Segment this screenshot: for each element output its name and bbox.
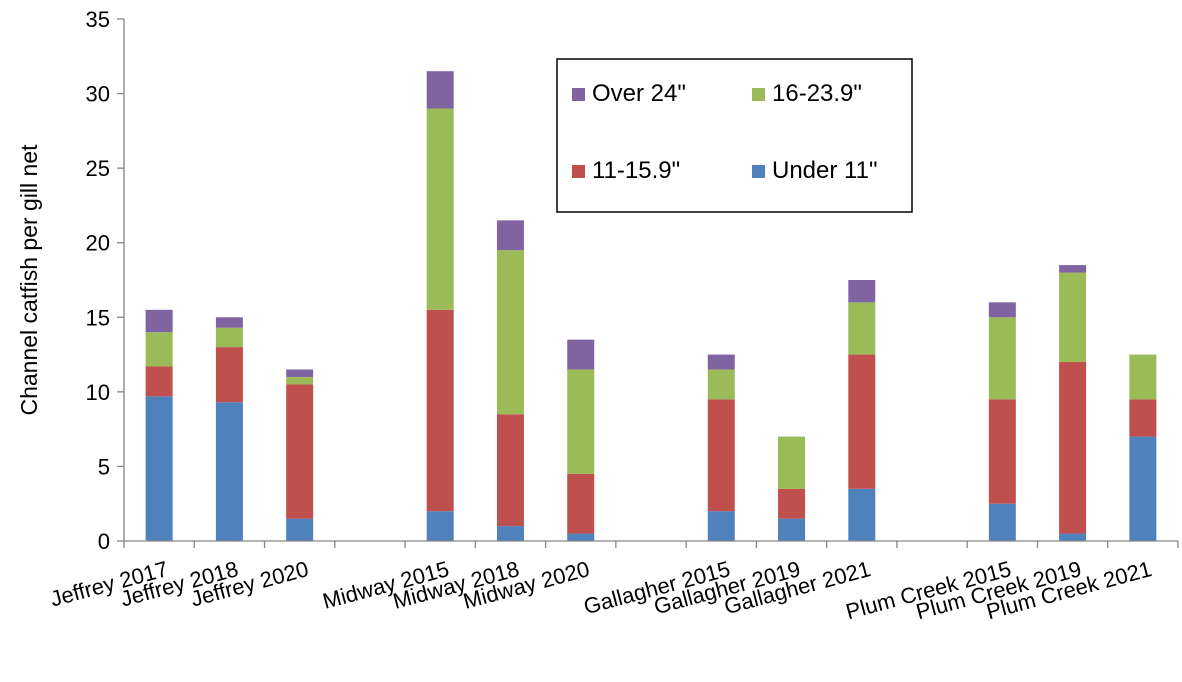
- bar-segment: [988, 302, 1016, 318]
- bar-segment: [707, 354, 735, 370]
- bar-segment: [215, 327, 243, 348]
- legend-swatch: [752, 165, 765, 178]
- bar-segment: [1129, 436, 1157, 541]
- y-tick-label: 5: [98, 454, 110, 479]
- bar-segment: [215, 347, 243, 403]
- y-tick-label: 15: [86, 305, 110, 330]
- legend: Over 24" 16-23.9" 11-15.9" Under 11": [556, 58, 913, 213]
- bar-segment: [496, 250, 524, 415]
- bar-segment: [426, 71, 454, 109]
- bar-segment: [286, 369, 314, 377]
- bar-segment: [215, 317, 243, 328]
- bar-segment: [426, 108, 454, 310]
- legend-label: Under 11": [772, 157, 877, 184]
- bar-segment: [567, 533, 595, 541]
- bar-segment: [496, 220, 524, 251]
- bar-segment: [215, 402, 243, 541]
- legend-swatch: [572, 88, 585, 101]
- bar-segment: [145, 366, 173, 397]
- bar-segment: [848, 488, 876, 541]
- bar-segment: [848, 280, 876, 303]
- bar-segment: [496, 526, 524, 541]
- y-tick-label: 10: [86, 380, 110, 405]
- x-ticks: [123, 541, 1179, 548]
- bar-segment: [1129, 399, 1157, 437]
- axes-layer: [123, 19, 1178, 542]
- bar-segment: [145, 309, 173, 333]
- legend-items: Over 24" 16-23.9" 11-15.9" Under 11": [572, 80, 877, 184]
- y-tick-label: 30: [86, 82, 110, 107]
- bar-segment: [707, 511, 735, 541]
- legend-label: 11-15.9": [592, 157, 680, 184]
- bar-segment: [988, 317, 1016, 400]
- bar-segment: [1059, 362, 1087, 534]
- y-tick-label: 20: [86, 231, 110, 256]
- bar-segment: [286, 376, 314, 385]
- bar-segment: [778, 436, 806, 489]
- bars-layer: [145, 71, 1157, 541]
- bar-segment: [848, 302, 876, 355]
- y-tick-label: 35: [86, 7, 110, 32]
- bar-segment: [286, 384, 314, 519]
- bar-segment: [145, 396, 173, 541]
- legend-swatch: [572, 165, 585, 178]
- y-tick-label: 0: [98, 529, 110, 554]
- legend-label: Over 24": [592, 80, 686, 107]
- legend-box: [556, 58, 913, 213]
- bar-segment: [496, 414, 524, 527]
- y-tick-label: 25: [86, 156, 110, 181]
- y-axis-label: Channel catfish per gill net: [16, 144, 42, 416]
- bar-segment: [707, 399, 735, 512]
- bar-segment: [848, 354, 876, 489]
- bar-segment: [778, 488, 806, 519]
- bar-segment: [426, 309, 454, 512]
- bar-segment: [988, 399, 1016, 504]
- bar-segment: [567, 369, 595, 474]
- legend-label: 16-23.9": [772, 80, 862, 107]
- bar-segment: [707, 369, 735, 400]
- bar-segment: [567, 339, 595, 370]
- y-ticks: 0 5 10 15 20 25 30 35: [86, 7, 124, 554]
- bar-segment: [567, 473, 595, 534]
- bar-segment: [778, 518, 806, 541]
- bar-segment: [145, 332, 173, 367]
- bar-segment: [1059, 265, 1087, 273]
- bar-segment: [286, 518, 314, 541]
- bar-segment: [988, 503, 1016, 541]
- bar-segment: [1129, 354, 1157, 400]
- bar-segment: [1059, 272, 1087, 363]
- bar-segment: [1059, 533, 1087, 541]
- legend-swatch: [752, 88, 765, 101]
- bar-segment: [426, 511, 454, 541]
